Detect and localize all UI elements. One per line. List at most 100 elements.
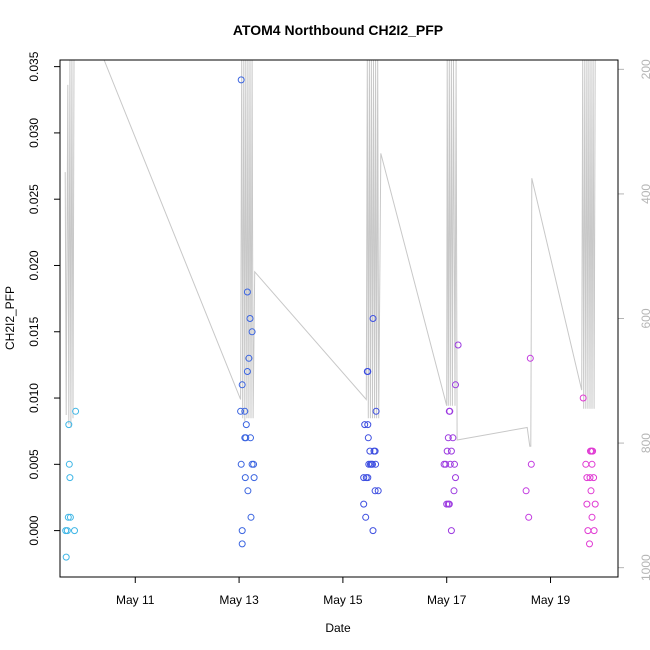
y-tick-label: 0.015 [27, 316, 41, 346]
data-point [442, 460, 450, 468]
data-point [590, 527, 598, 535]
data-point [250, 460, 258, 468]
data-point [248, 328, 256, 336]
data-point [369, 527, 377, 535]
data-point [364, 474, 372, 482]
data-point [242, 421, 250, 429]
data-point [372, 460, 380, 468]
data-point [372, 407, 380, 415]
y-tick-label: 0.030 [27, 118, 41, 148]
data-point [591, 500, 599, 508]
data-point [525, 513, 533, 521]
data-point [245, 354, 253, 362]
data-point [447, 447, 455, 455]
data-point [588, 460, 596, 468]
data-point [447, 527, 455, 535]
data-point [586, 540, 593, 548]
plot-frame [59, 59, 619, 578]
data-point [446, 407, 454, 415]
data-point [237, 460, 245, 468]
y-tick-label: 0.035 [27, 51, 41, 81]
data-point [250, 474, 258, 482]
data-point [371, 487, 379, 495]
data-point [364, 434, 372, 442]
data-point [247, 434, 254, 442]
data-point [451, 460, 458, 468]
x-tick-label: May 15 [323, 593, 363, 607]
y-tick-label: 0.025 [27, 184, 41, 214]
data-point [587, 487, 595, 495]
data-point [66, 513, 74, 521]
data-point [241, 407, 249, 415]
data-point [241, 474, 249, 482]
right-tick-label: 800 [639, 433, 650, 453]
chart-title: ATOM4 Northbound CH2I2_PFP [233, 22, 443, 38]
data-point [360, 474, 368, 482]
data-point [362, 513, 370, 521]
data-point [446, 460, 454, 468]
axes-layer: May 11 May 13 May 15 May 17 May 19 0.000 0.005… [27, 51, 650, 607]
data-point [452, 474, 459, 482]
x-axis-label: Date [325, 621, 351, 635]
data-point [65, 421, 73, 429]
data-point [66, 474, 74, 482]
data-point [243, 368, 251, 375]
data-point [526, 354, 534, 362]
data-point [242, 434, 250, 442]
data-point [72, 407, 80, 415]
data-point [582, 460, 590, 468]
data-point [243, 288, 251, 296]
data-point [238, 527, 246, 535]
data-point [237, 407, 245, 415]
data-point [366, 447, 374, 455]
data-point [238, 381, 246, 389]
y-tick-label: 0.020 [27, 250, 41, 280]
y-tick-label: 0.010 [27, 383, 41, 413]
data-point [584, 527, 592, 535]
data-point [588, 513, 596, 521]
data-point [589, 447, 597, 455]
data-point [522, 487, 530, 495]
data-point [586, 474, 594, 482]
data-point [62, 553, 70, 561]
right-tick-label: 600 [639, 308, 650, 328]
data-point [369, 315, 377, 322]
data-point [71, 527, 78, 535]
data-point [583, 500, 591, 508]
data-point [374, 487, 382, 495]
data-point [237, 76, 245, 84]
data-point [590, 474, 598, 482]
x-tick-label: May 13 [219, 593, 259, 607]
data-point [238, 540, 246, 548]
data-point [452, 381, 459, 389]
data-point [371, 447, 379, 455]
right-tick-label: 400 [639, 184, 650, 204]
data-point [527, 460, 535, 468]
x-tick-label: May 19 [531, 593, 571, 607]
y-axis-label: CH2I2_PFP [3, 286, 17, 350]
x-tick-label: May 11 [116, 593, 155, 607]
data-point [579, 394, 587, 402]
data-point [449, 434, 457, 442]
pressure-line [64, 60, 596, 447]
x-tick-label: May 17 [427, 593, 467, 607]
data-points-layer [62, 76, 599, 561]
data-point [445, 500, 453, 508]
data-point [64, 513, 72, 521]
data-point [247, 513, 255, 521]
data-point [443, 447, 451, 455]
data-point [369, 460, 376, 468]
data-point [246, 315, 254, 322]
y-tick-label: 0.000 [27, 515, 41, 545]
data-point [65, 460, 73, 468]
data-point [244, 487, 252, 495]
data-point [450, 487, 458, 495]
data-point [364, 368, 372, 375]
data-point [444, 434, 452, 442]
right-tick-label: 200 [639, 59, 650, 79]
right-tick-label: 1000 [639, 554, 650, 581]
data-point [361, 421, 369, 429]
data-point [583, 474, 591, 482]
data-point [63, 527, 71, 535]
